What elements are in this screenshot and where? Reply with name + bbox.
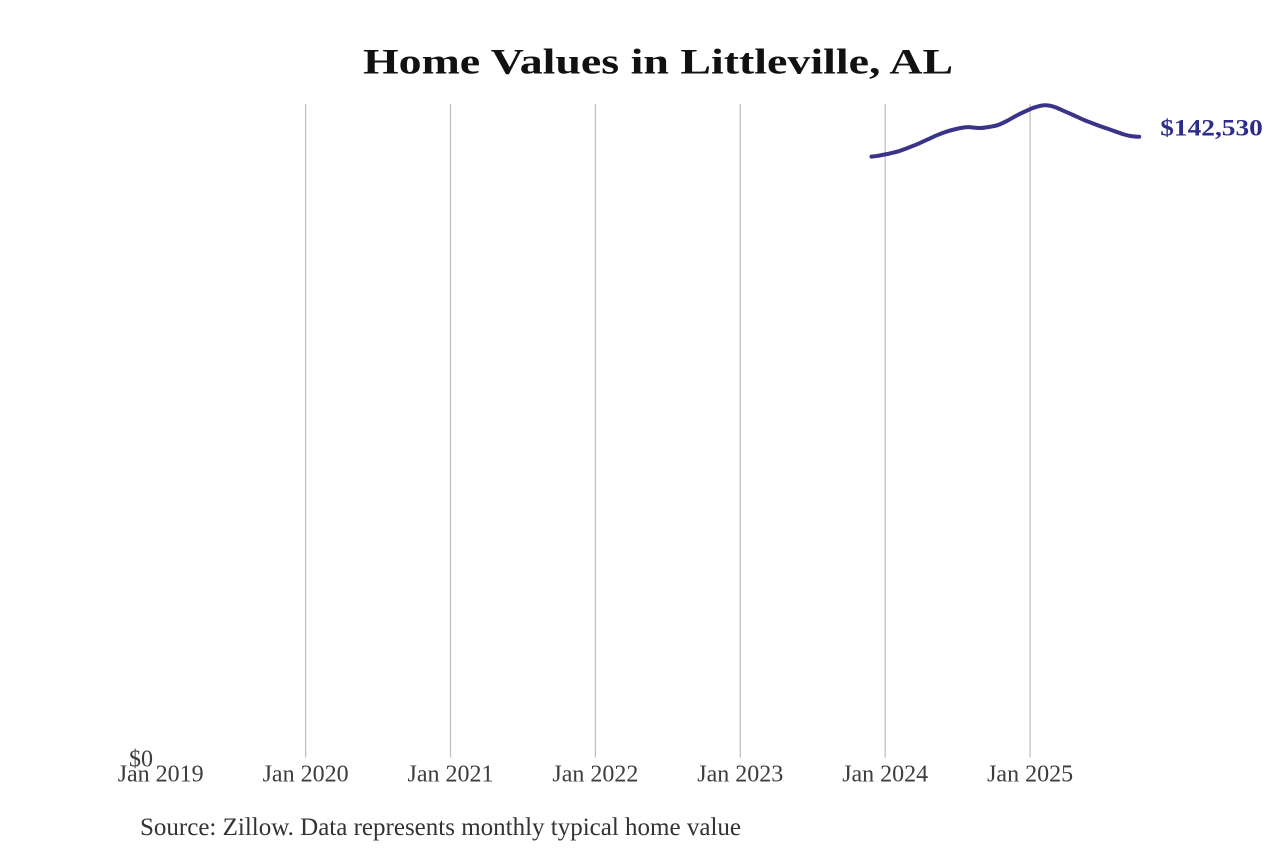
svg-text:Source: Zillow. Data represent: Source: Zillow. Data represents monthly …	[140, 814, 741, 841]
svg-text:Jan 2021: Jan 2021	[408, 762, 494, 788]
svg-text:Jan 2023: Jan 2023	[697, 762, 783, 788]
svg-text:Home Values in Littleville, AL: Home Values in Littleville, AL	[363, 41, 953, 81]
svg-text:$142,530: $142,530	[1160, 115, 1263, 140]
svg-text:Jan 2025: Jan 2025	[987, 762, 1073, 788]
svg-text:Jan 2019: Jan 2019	[118, 762, 204, 788]
svg-text:Jan 2020: Jan 2020	[263, 762, 349, 788]
svg-text:Jan 2024: Jan 2024	[842, 762, 928, 788]
svg-text:Jan 2022: Jan 2022	[552, 762, 638, 788]
svg-text:$0: $0	[129, 747, 153, 773]
